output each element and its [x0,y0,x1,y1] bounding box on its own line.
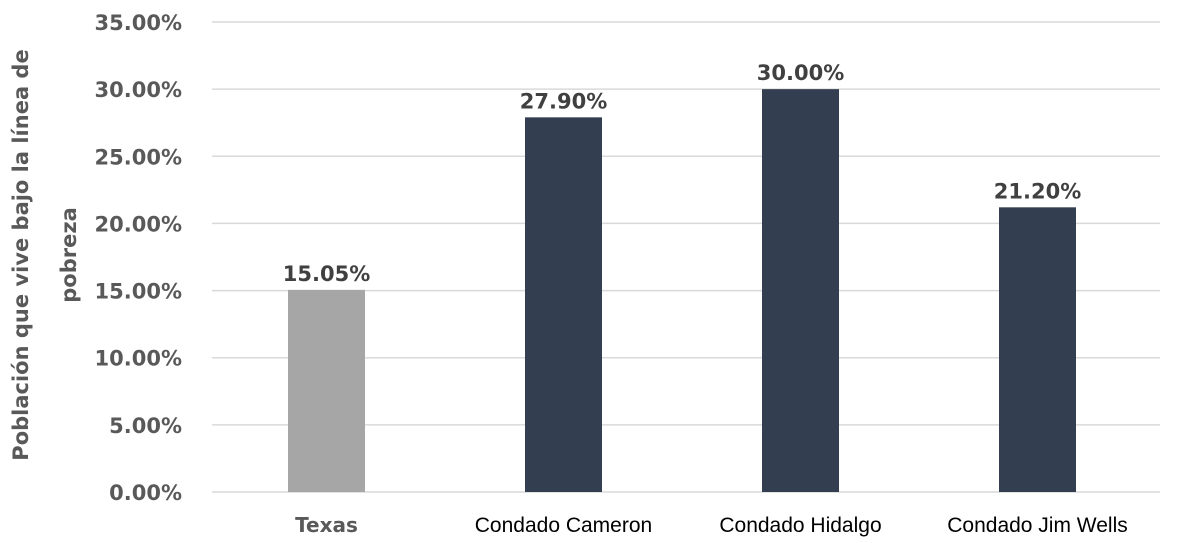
bar [999,207,1076,493]
data-labels: 15.05% 27.90% 30.00% 21.20% [283,61,1081,286]
data-label: 15.05% [283,262,370,286]
category-label: Condado Jim Wells [947,514,1128,537]
y-axis-title-line-2: pobreza [57,207,81,302]
bar [288,289,365,492]
data-label: 21.20% [994,179,1081,203]
y-axis-title: Población que vive bajo la línea de pobr… [9,49,81,460]
y-axis-tick-labels: 0.00% 5.00% 10.00% 15.00% 20.00% 25.00% 30.00%… [95,11,182,505]
y-tick-label: 25.00% [95,145,182,169]
gridlines [212,21,1160,493]
y-tick-label: 15.00% [95,280,182,304]
bar [762,89,839,493]
category-label: Texas [295,513,358,537]
category-label: Condado Hidalgo [719,514,881,537]
bar [525,117,602,492]
y-axis-title-line-1: Población que vive bajo la línea de [9,49,33,460]
data-label: 27.90% [520,89,607,113]
data-label: 30.00% [757,61,844,85]
category-label: Condado Cameron [475,514,652,537]
y-tick-label: 20.00% [95,212,182,236]
y-tick-label: 10.00% [95,347,182,371]
y-tick-label: 30.00% [95,78,182,102]
bars [288,89,1076,493]
y-tick-label: 5.00% [109,414,182,438]
y-tick-label: 0.00% [109,481,182,505]
x-axis-category-labels: Texas Condado Cameron Condado Hidalgo Conda… [295,513,1128,537]
y-tick-label: 35.00% [95,11,182,35]
